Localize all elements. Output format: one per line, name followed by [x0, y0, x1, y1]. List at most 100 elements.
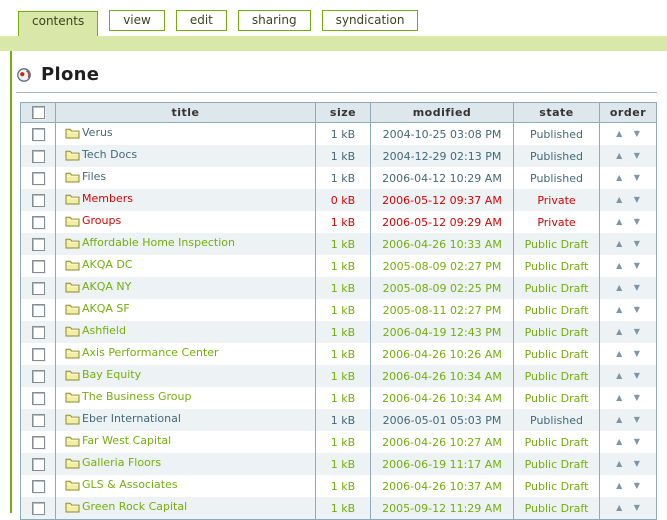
row-checkbox[interactable]	[31, 391, 45, 405]
item-link[interactable]: AKQA DC	[65, 258, 133, 271]
tab-edit[interactable]: edit	[175, 10, 227, 31]
modified-cell: 2006-04-26 10:27 AM	[370, 431, 514, 453]
row-checkbox[interactable]	[31, 127, 45, 141]
item-link[interactable]: Green Rock Capital	[65, 500, 187, 513]
move-up-button[interactable]: ▲	[616, 503, 623, 512]
move-up-button[interactable]: ▲	[616, 217, 623, 226]
row-checkbox[interactable]	[31, 281, 45, 295]
order-cell: ▲ ▼	[599, 211, 657, 233]
select-all-checkbox[interactable]	[31, 106, 45, 119]
move-up-button[interactable]: ▲	[616, 195, 623, 204]
move-up-button[interactable]: ▲	[616, 371, 623, 380]
item-link[interactable]: Members	[65, 192, 133, 205]
item-link[interactable]: Eber International	[65, 412, 181, 425]
row-checkbox[interactable]	[31, 501, 45, 515]
tab-view[interactable]: view	[109, 10, 165, 31]
move-down-button[interactable]: ▼	[633, 239, 640, 248]
row-checkbox[interactable]	[31, 413, 45, 427]
item-link[interactable]: Tech Docs	[65, 148, 137, 161]
move-up-button[interactable]: ▲	[616, 481, 623, 490]
row-checkbox[interactable]	[31, 193, 45, 207]
move-down-button[interactable]: ▼	[633, 371, 640, 380]
item-link[interactable]: The Business Group	[65, 390, 191, 403]
row-checkbox[interactable]	[31, 457, 45, 471]
page-title: Plone	[41, 64, 100, 85]
move-up-button[interactable]: ▲	[616, 393, 623, 402]
item-link[interactable]: Galleria Floors	[65, 456, 161, 469]
item-link[interactable]: GLS & Associates	[65, 478, 178, 491]
tab-syndication[interactable]: syndication	[321, 10, 419, 31]
move-down-button[interactable]: ▼	[633, 349, 640, 358]
move-down-button[interactable]: ▼	[633, 415, 640, 424]
move-down-button[interactable]: ▼	[633, 327, 640, 336]
item-link[interactable]: Groups	[65, 214, 121, 227]
row-checkbox[interactable]	[31, 479, 45, 493]
folder-icon	[65, 478, 80, 491]
move-down-button[interactable]: ▼	[633, 217, 640, 226]
folder-icon	[65, 456, 80, 469]
state-cell: Public Draft	[513, 255, 600, 277]
move-down-button[interactable]: ▼	[633, 437, 640, 446]
tab-contents[interactable]: contents	[18, 11, 99, 36]
move-up-button[interactable]: ▲	[616, 283, 623, 292]
move-down-button[interactable]: ▼	[633, 129, 640, 138]
move-up-button[interactable]: ▲	[616, 129, 623, 138]
item-link[interactable]: Affordable Home Inspection	[65, 236, 235, 249]
move-up-button[interactable]: ▲	[616, 261, 623, 270]
move-down-button[interactable]: ▼	[633, 173, 640, 182]
move-up-button[interactable]: ▲	[616, 239, 623, 248]
move-down-button[interactable]: ▼	[633, 305, 640, 314]
item-title: Green Rock Capital	[82, 500, 188, 513]
row-checkbox[interactable]	[31, 215, 45, 229]
move-down-button[interactable]: ▼	[633, 261, 640, 270]
move-down-button[interactable]: ▼	[633, 481, 640, 490]
move-up-button[interactable]: ▲	[616, 459, 623, 468]
row-checkbox[interactable]	[31, 435, 45, 449]
row-checkbox[interactable]	[31, 171, 45, 185]
item-title: Verus	[82, 126, 113, 139]
row-checkbox[interactable]	[31, 325, 45, 339]
item-link[interactable]: AKQA SF	[65, 302, 130, 315]
row-checkbox[interactable]	[31, 237, 45, 251]
column-header-modified[interactable]: modified	[370, 102, 514, 123]
item-link[interactable]: Files	[65, 170, 106, 183]
column-header-state[interactable]: state	[513, 102, 600, 123]
move-down-button[interactable]: ▼	[633, 151, 640, 160]
move-up-button[interactable]: ▲	[616, 349, 623, 358]
move-down-button[interactable]: ▼	[633, 195, 640, 204]
item-title: Affordable Home Inspection	[82, 236, 235, 249]
column-header-size[interactable]: size	[315, 102, 371, 123]
move-up-button[interactable]: ▲	[616, 173, 623, 182]
item-title: Axis Performance Center	[82, 346, 219, 359]
row-checkbox[interactable]	[31, 347, 45, 361]
move-up-button[interactable]: ▲	[616, 415, 623, 424]
item-title: Ashfield	[82, 324, 126, 337]
move-down-button[interactable]: ▼	[633, 283, 640, 292]
move-up-button[interactable]: ▲	[616, 437, 623, 446]
move-down-button[interactable]: ▼	[633, 459, 640, 468]
tab-sharing[interactable]: sharing	[237, 10, 311, 31]
row-checkbox[interactable]	[31, 303, 45, 317]
item-link[interactable]: Bay Equity	[65, 368, 141, 381]
move-down-button[interactable]: ▼	[633, 503, 640, 512]
title-cell: Affordable Home Inspection	[55, 233, 316, 255]
row-checkbox[interactable]	[31, 369, 45, 383]
item-link[interactable]: Ashfield	[65, 324, 126, 337]
item-link[interactable]: AKQA NY	[65, 280, 131, 293]
item-link[interactable]: Axis Performance Center	[65, 346, 219, 359]
move-up-button[interactable]: ▲	[616, 151, 623, 160]
move-down-button[interactable]: ▼	[633, 393, 640, 402]
item-link[interactable]: Far West Capital	[65, 434, 171, 447]
item-link[interactable]: Verus	[65, 126, 113, 139]
row-checkbox[interactable]	[31, 149, 45, 163]
size-cell: 1 kB	[315, 409, 371, 431]
column-header-order[interactable]: order	[599, 102, 657, 123]
folder-icon	[65, 324, 80, 337]
row-checkbox[interactable]	[31, 259, 45, 273]
modified-cell: 2006-04-19 12:43 PM	[370, 321, 514, 343]
checkbox-cell	[21, 321, 56, 343]
column-header-title[interactable]: title	[55, 102, 316, 123]
title-cell: Groups	[55, 211, 316, 233]
move-up-button[interactable]: ▲	[616, 305, 623, 314]
move-up-button[interactable]: ▲	[616, 327, 623, 336]
